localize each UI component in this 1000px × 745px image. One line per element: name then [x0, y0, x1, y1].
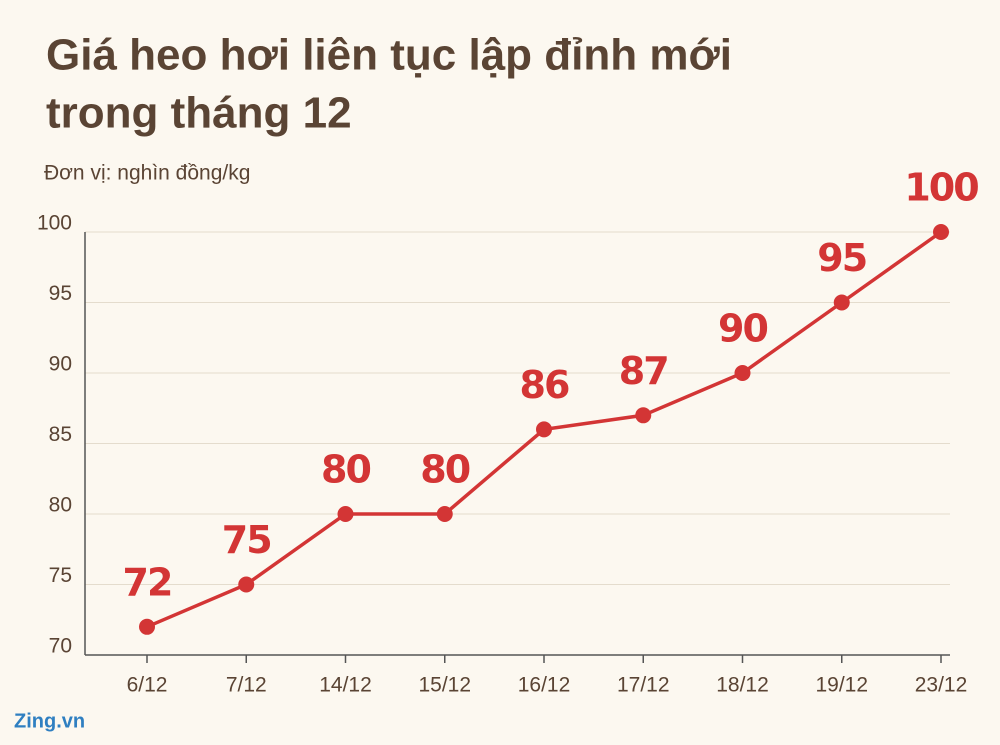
y-tick-label: 95 [49, 282, 72, 305]
y-tick-label: 70 [49, 635, 72, 658]
point [337, 506, 354, 522]
x-tick-label: 7/12 [226, 674, 267, 697]
x-tick-label: 17/12 [617, 674, 670, 697]
data-label: 87 [619, 349, 668, 393]
data-label: 100 [904, 166, 978, 210]
y-tick-label: 80 [49, 494, 72, 517]
y-tick-label: 100 [37, 212, 72, 235]
x-tick-label: 16/12 [518, 674, 571, 697]
point [933, 224, 949, 240]
chart-title: Giá heo hơi liên tục lập đỉnh mới [46, 31, 732, 80]
data-label: 80 [321, 448, 370, 492]
chart-subtitle: Đơn vị: nghìn đồng/kg [44, 162, 250, 185]
point [238, 576, 255, 593]
point [635, 407, 652, 424]
y-tick-label: 90 [49, 353, 72, 376]
x-tick-label: 23/12 [915, 674, 968, 697]
point [536, 421, 552, 438]
x-tick-label: 15/12 [418, 674, 471, 697]
x-tick-label: 6/12 [127, 674, 168, 697]
y-tick-label: 85 [49, 423, 72, 446]
data-label: 72 [123, 560, 172, 604]
y-tick-label: 75 [49, 564, 72, 587]
data-label: 95 [817, 236, 866, 280]
chart-title: trong tháng 12 [46, 89, 352, 138]
x-tick-label: 18/12 [716, 674, 769, 697]
data-label: 86 [520, 363, 569, 407]
data-label: 75 [222, 518, 271, 562]
point [734, 365, 751, 381]
point [436, 506, 453, 522]
point [833, 294, 850, 311]
watermark: Zing.vn [14, 710, 85, 732]
data-label: 90 [718, 307, 767, 351]
x-tick-label: 19/12 [815, 674, 868, 697]
x-tick-label: 14/12 [319, 674, 372, 697]
data-label: 80 [420, 448, 469, 492]
point [139, 618, 155, 635]
